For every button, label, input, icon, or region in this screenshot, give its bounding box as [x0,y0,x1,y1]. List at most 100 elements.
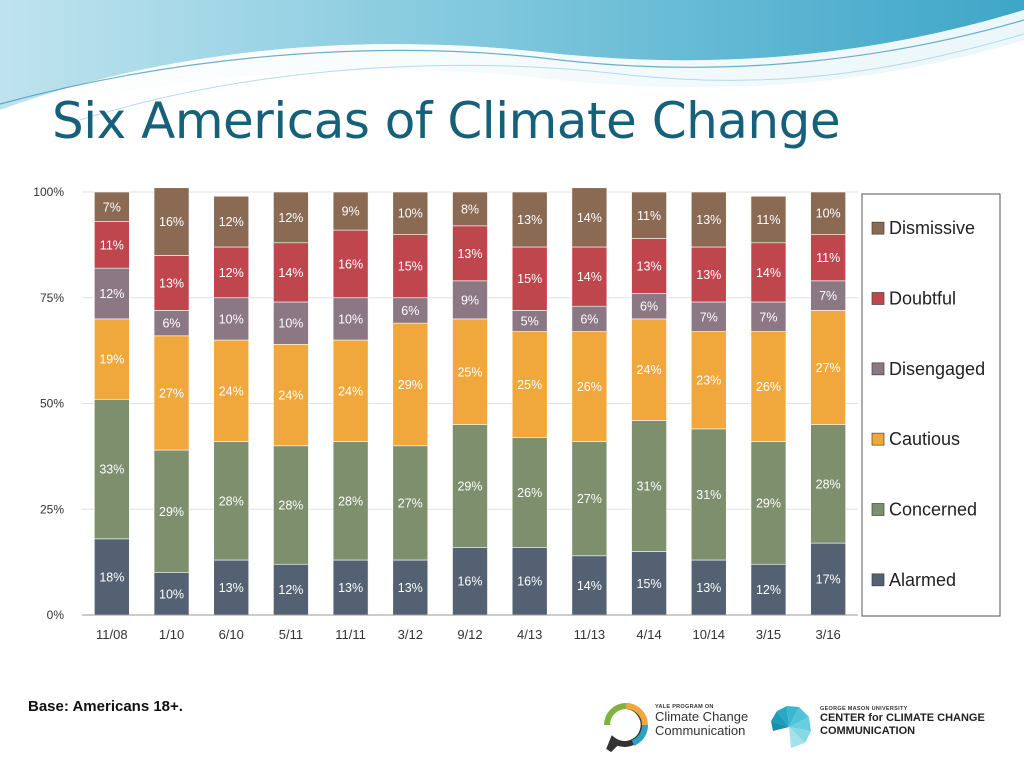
bar-segment-doubtful [153,255,190,311]
data-label: 24% [278,389,303,403]
x-tick-label: 11/11 [335,627,366,642]
data-label: 12% [219,215,244,229]
data-label: 12% [756,583,781,597]
bar-segment-doubtful [631,238,667,294]
data-label: 12% [219,266,244,280]
bar-segment-concerned [631,420,667,552]
yale-climate-logo: YALE PROGRAM ON Climate Change Communica… [603,702,768,753]
data-label: 28% [219,494,244,508]
data-label: 14% [577,211,602,225]
x-tick-label: 11/08 [96,627,128,642]
legend-label-dismissive: Dismissive [889,218,975,238]
bar-segment-disengaged [631,293,667,320]
data-label: 26% [517,486,542,500]
data-label: 13% [637,260,662,274]
bar-segment-disengaged [273,301,309,345]
y-tick-label: 0% [47,608,65,622]
data-label: 11% [637,209,661,223]
bar-segment-cautious [94,318,130,400]
x-tick-label: 3/15 [756,627,781,642]
data-label: 11% [816,251,840,265]
x-tick-label: 11/13 [574,627,606,642]
bar-segment-doubtful [690,246,727,303]
bar-segment-disengaged [750,301,787,332]
bar-segment-disengaged [452,280,488,320]
stacked-bar-chart: 0% 25% 50% 75% 100% 18% 33% 19% 12% 11% 7% 11/08 10%… [33,185,1001,642]
data-label: 25% [517,378,542,392]
y-tick-label: 100% [33,185,64,199]
data-label: 12% [99,287,124,301]
legend-label-cautious: Cautious [889,429,960,449]
data-label: 25% [457,365,482,379]
data-label: 11% [100,238,124,252]
gmu-logo-line1: CENTER for CLIMATE CHANGE [820,712,985,724]
data-label: 6% [580,312,598,326]
data-label: 27% [816,361,841,375]
data-label: 29% [398,378,423,392]
bar-segment-disengaged [810,280,846,311]
x-tick-label: 3/16 [815,627,840,642]
bar-segment-concerned [810,424,846,544]
legend-swatch-disengaged [871,362,885,376]
y-tick-label: 25% [40,502,64,516]
data-label: 13% [398,581,423,595]
bar-segment-disengaged [392,297,429,324]
data-label: 24% [338,384,363,398]
gmu-climate-logo: GEORGE MASON UNIVERSITY CENTER for CLIMA… [768,704,998,752]
bar-segment-dismissive [452,191,488,227]
bar-segment-dismissive [213,195,250,248]
data-label: 15% [637,577,662,591]
bar-segment-dismissive [332,191,369,231]
bar-segment-doubtful [750,242,787,303]
x-tick-label: 3/12 [398,627,423,642]
bar-segment-dismissive [690,191,727,248]
legend-swatch-cautious [871,432,885,446]
bar-segment-doubtful [511,246,548,311]
bar-segment-doubtful [571,246,608,307]
yale-logo-line2: Communication [655,723,746,738]
bar-segment-concerned [94,398,130,540]
data-label: 13% [219,581,244,595]
bar-segment-concerned [750,441,787,565]
bar-segment-concerned [690,428,727,561]
bar-segment-dismissive [810,191,846,235]
bar-segment-concerned [511,437,548,548]
data-label: 6% [162,317,180,331]
bar-segment-cautious [511,331,548,438]
data-label: 16% [457,575,482,589]
bar-segment-dismissive [631,191,667,239]
x-tick-label: 1/10 [159,627,184,642]
data-label: 17% [816,573,841,587]
data-label: 14% [577,270,602,284]
data-label: 12% [278,211,303,225]
x-tick-label: 4/13 [517,627,542,642]
x-tick-label: 9/12 [457,627,482,642]
data-label: 16% [517,575,542,589]
bar-segment-dismissive [273,191,309,244]
x-tick-label: 6/10 [219,627,244,642]
data-label: 28% [816,477,841,491]
bar-segment-cautious [810,310,846,425]
data-label: 13% [159,276,184,290]
data-label: 16% [159,215,184,229]
bar-segment-concerned [392,445,429,561]
data-label: 10% [278,317,303,331]
data-label: 28% [338,494,363,508]
y-tick-label: 50% [40,397,64,411]
data-label: 15% [398,260,423,274]
x-tick-label: 10/14 [692,627,725,642]
bar-segment-disengaged [332,297,369,341]
data-label: 16% [338,257,363,271]
data-label: 6% [640,300,658,314]
data-label: 11% [756,213,780,227]
gmu-logo-line2: COMMUNICATION [820,725,916,737]
legend-swatch-doubtful [871,292,885,305]
yale-speech-bubble-icon [604,703,648,753]
data-label: 13% [457,247,482,261]
data-label: 5% [521,315,539,329]
data-label: 10% [338,312,363,326]
data-label: 10% [816,207,841,221]
data-label: 13% [338,581,363,595]
bar-segment-concerned [153,449,190,573]
data-label: 18% [99,570,124,584]
